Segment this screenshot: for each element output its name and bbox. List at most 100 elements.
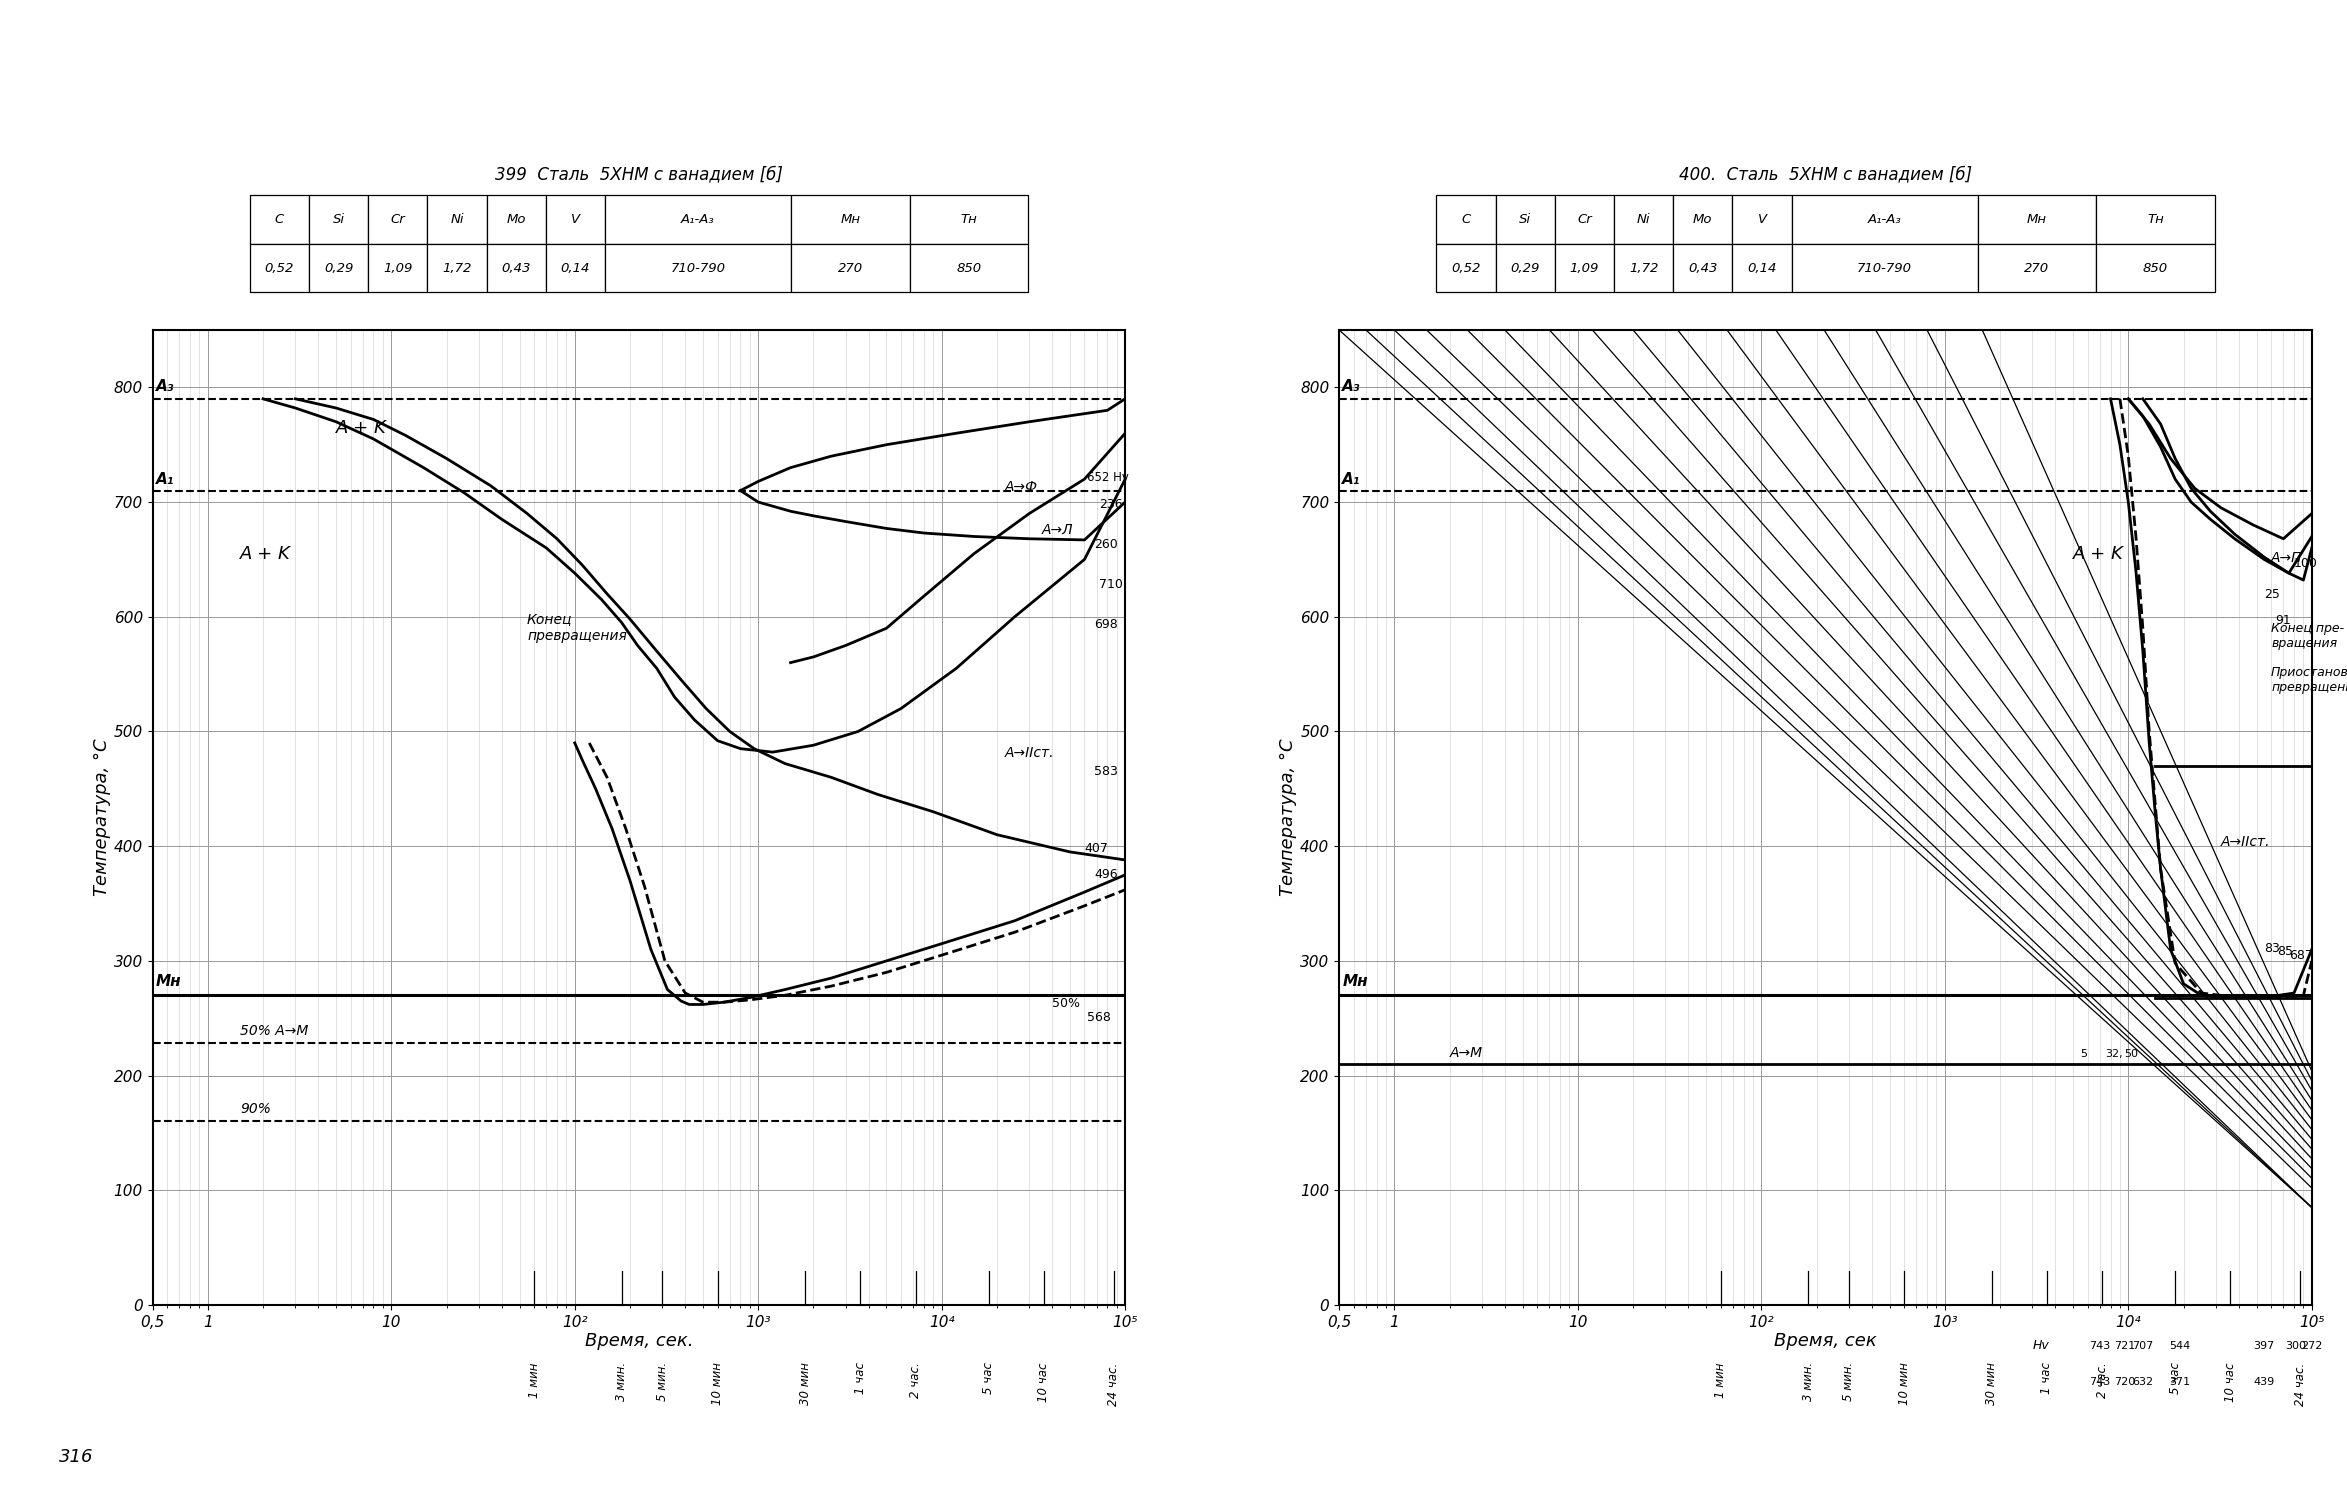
Text: Mo: Mo (1692, 213, 1713, 226)
Text: 3 мин.: 3 мин. (615, 1362, 629, 1401)
Text: 371: 371 (2169, 1377, 2190, 1388)
Text: 1 мин: 1 мин (1713, 1362, 1727, 1398)
Text: 300: 300 (2286, 1341, 2307, 1350)
Text: 1,09: 1,09 (1570, 261, 1598, 274)
Text: 0,43: 0,43 (1687, 261, 1718, 274)
Text: 0,29: 0,29 (1511, 261, 1540, 274)
Text: A₁: A₁ (1342, 471, 1361, 486)
Text: 710-790: 710-790 (1856, 261, 1913, 274)
Text: А→П: А→П (2272, 550, 2302, 564)
Text: C: C (275, 213, 284, 226)
Text: 5 мин.: 5 мин. (1842, 1362, 1856, 1401)
Text: А→М: А→М (1450, 1046, 1483, 1060)
Text: 743: 743 (2089, 1377, 2110, 1388)
Text: Нv: Нv (2033, 1338, 2049, 1352)
Text: A₁-A₃: A₁-A₃ (681, 213, 716, 226)
Text: A₃: A₃ (155, 380, 174, 394)
Text: 1 час: 1 час (2040, 1362, 2054, 1395)
Text: 400.  Сталь  5ХНМ с ванадием [б]: 400. Сталь 5ХНМ с ванадием [б] (1678, 165, 1971, 183)
Y-axis label: Температура, °C: Температура, °C (1279, 738, 1298, 897)
Text: A + K: A + K (336, 419, 387, 436)
Text: Si: Si (1519, 213, 1530, 226)
Text: 1 мин: 1 мин (528, 1362, 540, 1398)
Text: 10 мин: 10 мин (1899, 1362, 1910, 1406)
Text: 397: 397 (2253, 1341, 2274, 1350)
Text: 707: 707 (2131, 1341, 2155, 1350)
Text: 236: 236 (1098, 498, 1122, 512)
Text: 632: 632 (2133, 1377, 2155, 1388)
Text: Tн: Tн (960, 213, 976, 226)
Text: 0,43: 0,43 (502, 261, 530, 274)
Text: 568: 568 (1087, 1011, 1110, 1023)
Text: 260: 260 (1094, 538, 1117, 550)
Text: V: V (1758, 213, 1767, 226)
Text: 720: 720 (2115, 1377, 2136, 1388)
Text: 5: 5 (2082, 1048, 2089, 1059)
Text: 2 час.: 2 час. (908, 1362, 922, 1398)
Text: 850: 850 (2143, 261, 2169, 274)
Text: 50%: 50% (1051, 998, 1080, 1010)
Text: Si: Si (333, 213, 345, 226)
Text: Mo: Mo (507, 213, 526, 226)
Text: А→IIст.: А→IIст. (2220, 836, 2270, 849)
Text: Конец
превращения: Конец превращения (528, 612, 627, 642)
Text: 1 час: 1 час (854, 1362, 866, 1395)
Text: 30 мин: 30 мин (1986, 1362, 1997, 1406)
Text: 710-790: 710-790 (671, 261, 725, 274)
Text: 5 час: 5 час (981, 1362, 995, 1395)
Text: А→Л: А→Л (1042, 524, 1073, 537)
Text: 583: 583 (1094, 765, 1117, 778)
Text: А→IIст.: А→IIст. (1005, 746, 1054, 759)
Text: 1,09: 1,09 (383, 261, 413, 274)
Text: 439: 439 (2253, 1377, 2274, 1388)
Text: 270: 270 (838, 261, 864, 274)
Text: 407: 407 (1084, 842, 1108, 855)
Text: 698: 698 (1094, 618, 1117, 632)
Text: 0,29: 0,29 (324, 261, 354, 274)
Text: Ni: Ni (1636, 213, 1650, 226)
Text: 0,14: 0,14 (561, 261, 589, 274)
Text: 100: 100 (2293, 558, 2319, 570)
Text: 316: 316 (59, 1449, 94, 1467)
Text: 272: 272 (2300, 1341, 2324, 1350)
Text: Mн: Mн (155, 974, 181, 988)
Text: 85: 85 (2277, 945, 2293, 958)
Text: 0,52: 0,52 (265, 261, 293, 274)
Text: 32,: 32, (2105, 1048, 2124, 1059)
Text: Tн: Tн (2148, 213, 2164, 226)
X-axis label: Время, сек.: Время, сек. (584, 1332, 692, 1350)
Text: 10 мин: 10 мин (711, 1362, 723, 1406)
Text: 30 мин: 30 мин (798, 1362, 812, 1406)
X-axis label: Время, сек: Время, сек (1774, 1332, 1878, 1350)
Text: 91: 91 (2274, 614, 2291, 627)
Text: 652 Нv: 652 Нv (1087, 471, 1129, 484)
Text: А→Ф: А→Ф (1005, 480, 1037, 494)
Text: Конец пре-
вращения: Конец пре- вращения (2272, 621, 2345, 650)
Text: Приостановка
превращения: Приостановка превращения (2272, 666, 2347, 694)
Text: 710: 710 (1098, 578, 1122, 591)
Text: 24 час.: 24 час. (1108, 1362, 1120, 1406)
Text: Mн: Mн (2028, 213, 2047, 226)
Text: 5 час: 5 час (2169, 1362, 2183, 1395)
Text: 50% A→M: 50% A→M (239, 1024, 307, 1038)
Text: 3 мин.: 3 мин. (1802, 1362, 1814, 1401)
Text: 687: 687 (2288, 948, 2312, 962)
Text: 24 час.: 24 час. (2293, 1362, 2307, 1406)
Text: 25: 25 (2265, 588, 2279, 602)
Y-axis label: Температура, °C: Температура, °C (94, 738, 110, 897)
Text: 0,52: 0,52 (1450, 261, 1481, 274)
Text: Cr: Cr (1577, 213, 1591, 226)
Text: A + K: A + K (239, 546, 291, 564)
Text: 1,72: 1,72 (1629, 261, 1659, 274)
Text: A₃: A₃ (1342, 380, 1361, 394)
Text: 743: 743 (2089, 1341, 2110, 1350)
Text: Cr: Cr (390, 213, 406, 226)
Text: 1,72: 1,72 (441, 261, 472, 274)
Text: 10 час: 10 час (1037, 1362, 1049, 1402)
Text: Ni: Ni (451, 213, 465, 226)
Text: 399  Сталь  5ХНМ с ванадием [б]: 399 Сталь 5ХНМ с ванадием [б] (495, 165, 784, 183)
Text: 270: 270 (2025, 261, 2049, 274)
Text: Mн: Mн (1342, 974, 1368, 988)
Text: 544: 544 (2169, 1341, 2190, 1350)
Text: 0,14: 0,14 (1749, 261, 1777, 274)
